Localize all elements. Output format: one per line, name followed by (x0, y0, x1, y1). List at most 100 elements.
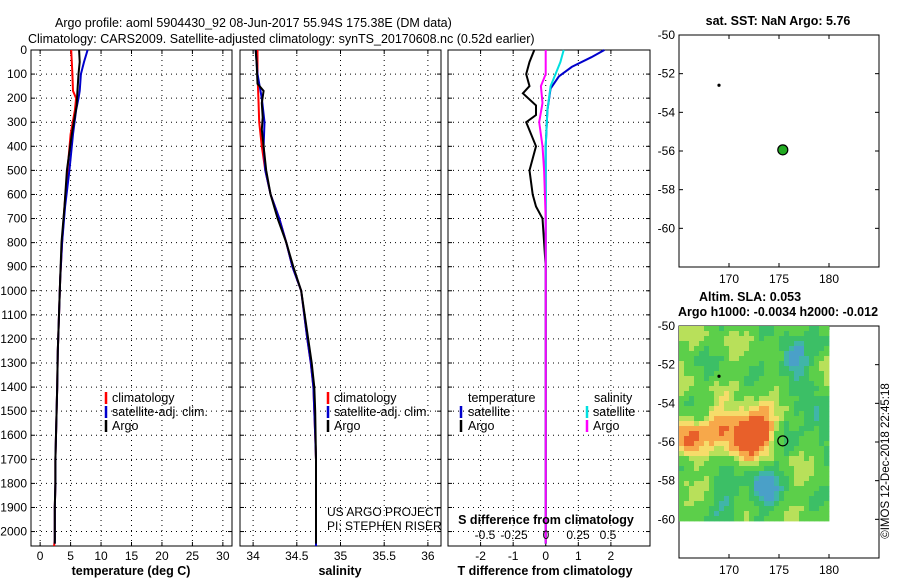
series-line-satellite-adj-clim- (254, 49, 317, 546)
sla-cell (814, 496, 820, 502)
sla-cell (779, 406, 785, 412)
sst-y-tick-label: -58 (658, 183, 676, 197)
sla-cell (794, 381, 800, 387)
sla-cell (689, 516, 695, 522)
sla-cell (709, 326, 715, 332)
sla-cell (684, 366, 690, 372)
sla-cell (784, 346, 790, 352)
sla-cell (689, 461, 695, 467)
sla-cell (709, 486, 715, 492)
sla-cell (709, 516, 715, 522)
sla-y-tick-label: -52 (658, 358, 676, 372)
sla-cell (814, 421, 820, 427)
sst-y-tick-label: -60 (658, 221, 676, 235)
sla-cell (769, 461, 775, 467)
sla-cell (679, 371, 685, 377)
sla-cell (724, 451, 730, 457)
sla-cell (679, 381, 685, 387)
sla-cell (784, 496, 790, 502)
sla-cell (739, 446, 745, 452)
sla-cell (789, 501, 795, 507)
sla-cell (794, 411, 800, 417)
sla-cell (759, 461, 765, 467)
sla-cell (724, 481, 730, 487)
sla-cell (749, 436, 755, 442)
sla-cell (724, 416, 730, 422)
x-tick-label: 15 (125, 549, 139, 563)
sla-cell (759, 466, 765, 472)
sla-cell (809, 366, 815, 372)
sla-cell (824, 426, 830, 432)
sla-cell (799, 481, 805, 487)
sla-cell (684, 451, 690, 457)
sla-cell (734, 431, 740, 437)
sla-cell (744, 496, 750, 502)
sla-cell (694, 436, 700, 442)
sla-cell (819, 346, 825, 352)
sla-cell (799, 421, 805, 427)
sla-cell (694, 341, 700, 347)
sla-cell (804, 351, 810, 357)
sla-cell (794, 416, 800, 422)
sla-cell (699, 481, 705, 487)
sla-cell (784, 351, 790, 357)
sla-cell (824, 456, 830, 462)
sla-cell (764, 506, 770, 512)
sla-cell (724, 486, 730, 492)
sla-cell (714, 366, 720, 372)
sla-cell (819, 491, 825, 497)
sla-cell (779, 391, 785, 397)
sla-cell (769, 326, 775, 332)
sla-cell (709, 356, 715, 362)
sla-cell (724, 341, 730, 347)
sla-cell (744, 446, 750, 452)
sla-cell (774, 481, 780, 487)
sla-cell (824, 486, 830, 492)
sla-cell (789, 456, 795, 462)
sst-map-title: sat. SST: NaN Argo: 5.76 (706, 14, 851, 28)
sla-cell (699, 421, 705, 427)
sla-cell (799, 376, 805, 382)
sla-cell (744, 411, 750, 417)
sla-cell (724, 426, 730, 432)
sla-cell (764, 371, 770, 377)
sla-cell (824, 366, 830, 372)
sla-cell (684, 501, 690, 507)
sla-cell (719, 471, 725, 477)
sla-cell (744, 506, 750, 512)
sla-cell (789, 396, 795, 402)
sla-cell (814, 431, 820, 437)
sla-cell (819, 391, 825, 397)
sla-cell (769, 401, 775, 407)
sla-cell (714, 386, 720, 392)
sla-cell (744, 426, 750, 432)
sla-cell (794, 441, 800, 447)
sla-cell (784, 446, 790, 452)
sla-cell (734, 396, 740, 402)
sla-cell (699, 366, 705, 372)
sla-cell (744, 481, 750, 487)
sla-cell (809, 356, 815, 362)
sla-cell (709, 466, 715, 472)
sla-cell (699, 501, 705, 507)
sla-cell (709, 491, 715, 497)
sla-cell (744, 421, 750, 427)
sla-cell (689, 386, 695, 392)
sla-cell (714, 511, 720, 517)
sla-cell (759, 501, 765, 507)
sla-cell (784, 506, 790, 512)
sla-cell (679, 426, 685, 432)
sla-cell (784, 511, 790, 517)
sla-cell (719, 356, 725, 362)
sla-cell (709, 381, 715, 387)
sla-cell (779, 366, 785, 372)
sla-cell (679, 501, 685, 507)
sla-y-tick-label: -50 (658, 319, 676, 333)
sla-cell (779, 356, 785, 362)
sla-cell (784, 466, 790, 472)
sla-cell (679, 406, 685, 412)
sla-cell (709, 431, 715, 437)
sla-cell (704, 391, 710, 397)
sla-cell (779, 336, 785, 342)
sla-cell (759, 426, 765, 432)
